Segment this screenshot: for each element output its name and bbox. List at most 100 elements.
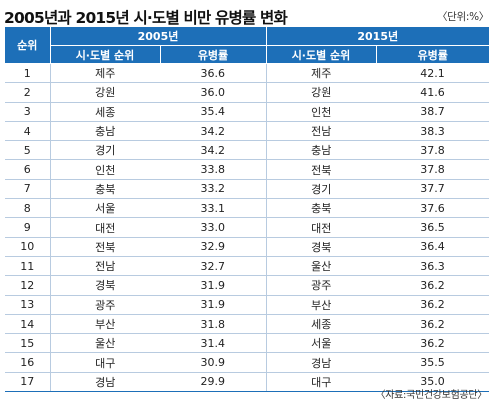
rank-cell: 10 xyxy=(5,237,51,257)
region-2005-cell: 충북 xyxy=(50,179,160,200)
rate-2015-cell: 36.3 xyxy=(376,256,489,277)
region-2005-cell: 대구 xyxy=(50,352,160,373)
region-2015-cell: 충북 xyxy=(266,198,376,219)
rank-cell: 17 xyxy=(5,372,51,393)
rate-2015-cell: 36.5 xyxy=(376,217,489,238)
table-row: 15 울산 31.4 서울 36.2 xyxy=(5,333,489,354)
rate-2005-cell: 36.0 xyxy=(160,82,267,103)
rate-2015-cell: 37.8 xyxy=(376,159,489,180)
table-body: 1 제주 36.6 제주 42.1 2 강원 36.0 강원 41.6 3 세종 35.4 인천 38.7 4… xyxy=(5,63,489,393)
region-2005-cell: 강원 xyxy=(50,82,160,103)
rate-2005-cell: 33.2 xyxy=(160,179,267,200)
region-2015-cell: 광주 xyxy=(266,275,376,296)
rate-2005-cell: 34.2 xyxy=(160,121,267,142)
unit-label: 〈단위:%〉 xyxy=(436,11,489,23)
rank-cell: 7 xyxy=(5,179,51,200)
region-2005-cell: 경남 xyxy=(50,372,160,393)
region-2005-cell: 경북 xyxy=(50,275,160,296)
rate-2005-cell: 31.9 xyxy=(160,275,267,296)
table-row: 14 부산 31.8 세종 36.2 xyxy=(5,314,489,335)
table-row: 6 인천 33.8 전북 37.8 xyxy=(5,159,489,180)
table-row: 10 전북 32.9 경북 36.4 xyxy=(5,237,489,257)
table-row: 1 제주 36.6 제주 42.1 xyxy=(5,63,489,84)
region-2005-cell: 부산 xyxy=(50,314,160,335)
rate-2015-cell: 38.7 xyxy=(376,102,489,122)
rank-cell: 4 xyxy=(5,121,51,142)
region-2015-cell: 부산 xyxy=(266,295,376,315)
rate-2015-cell: 36.2 xyxy=(376,295,489,315)
table-row: 3 세종 35.4 인천 38.7 xyxy=(5,102,489,122)
rate-2005-cell: 33.0 xyxy=(160,217,267,238)
rate-2005-cell: 29.9 xyxy=(160,372,267,393)
rate-2015-cell: 38.3 xyxy=(376,121,489,142)
rank-cell: 14 xyxy=(5,314,51,335)
region-2005-cell: 광주 xyxy=(50,295,160,315)
table-row: 8 서울 33.1 충북 37.6 xyxy=(5,198,489,219)
rank-cell: 9 xyxy=(5,217,51,238)
rank-cell: 11 xyxy=(5,256,51,277)
table-row: 11 전남 32.7 울산 36.3 xyxy=(5,256,489,277)
year-2015-header: 2015년 xyxy=(266,27,489,46)
rate-2005-cell: 30.9 xyxy=(160,352,267,373)
rate-2005-cell: 31.8 xyxy=(160,314,267,335)
page-title: 2005년과 2015년 시·도별 비만 유병률 변화 xyxy=(4,9,288,27)
rate-2005-cell: 31.4 xyxy=(160,333,267,354)
region-2005-cell: 서울 xyxy=(50,198,160,219)
region-2005-cell: 대전 xyxy=(50,217,160,238)
table-row: 12 경북 31.9 광주 36.2 xyxy=(5,275,489,296)
table-row: 16 대구 30.9 경남 35.5 xyxy=(5,352,489,373)
rank-cell: 13 xyxy=(5,295,51,315)
region-2015-cell: 서울 xyxy=(266,333,376,354)
table-row: 4 충남 34.2 전남 38.3 xyxy=(5,121,489,142)
region-2015-cell: 경남 xyxy=(266,352,376,373)
region-2005-cell: 충남 xyxy=(50,121,160,142)
rate-2005-cell: 31.9 xyxy=(160,295,267,315)
region-2015-cell: 제주 xyxy=(266,63,376,84)
region-2015-cell: 대구 xyxy=(266,372,376,393)
rate-2015-cell: 36.2 xyxy=(376,314,489,335)
rate-2015-cell: 36.4 xyxy=(376,237,489,257)
rank-cell: 6 xyxy=(5,159,51,180)
rank-cell: 12 xyxy=(5,275,51,296)
region-2015-cell: 인천 xyxy=(266,102,376,122)
region-2015-cell: 울산 xyxy=(266,256,376,277)
region-2005-header: 시·도별 순위 xyxy=(50,45,161,64)
table-row: 5 경기 34.2 충남 37.8 xyxy=(5,140,489,161)
rate-2015-cell: 37.8 xyxy=(376,140,489,161)
region-2015-cell: 대전 xyxy=(266,217,376,238)
region-2015-cell: 강원 xyxy=(266,82,376,103)
table-row: 13 광주 31.9 부산 36.2 xyxy=(5,295,489,315)
region-2005-cell: 인천 xyxy=(50,159,160,180)
rate-2015-cell: 35.0 xyxy=(376,372,489,393)
rank-cell: 8 xyxy=(5,198,51,219)
rate-2015-cell: 35.5 xyxy=(376,352,489,373)
rate-2015-cell: 37.6 xyxy=(376,198,489,219)
rate-2005-cell: 33.1 xyxy=(160,198,267,219)
rank-cell: 15 xyxy=(5,333,51,354)
region-2015-cell: 경기 xyxy=(266,179,376,200)
region-2015-cell: 세종 xyxy=(266,314,376,335)
region-2005-cell: 울산 xyxy=(50,333,160,354)
rate-2005-cell: 36.6 xyxy=(160,63,267,84)
source-note: 〈자료:국민건강보험공단〉 xyxy=(375,390,488,401)
rate-2015-cell: 36.2 xyxy=(376,275,489,296)
rank-cell: 2 xyxy=(5,82,51,103)
table-row: 2 강원 36.0 강원 41.6 xyxy=(5,82,489,103)
rate-2005-cell: 34.2 xyxy=(160,140,267,161)
rank-cell: 1 xyxy=(5,63,51,84)
rate-2015-cell: 37.7 xyxy=(376,179,489,200)
rate-2015-cell: 41.6 xyxy=(376,82,489,103)
rank-cell: 3 xyxy=(5,102,51,122)
rate-2005-header: 유병률 xyxy=(160,45,267,64)
rank-column-header: 순위 xyxy=(5,27,51,64)
rank-cell: 16 xyxy=(5,352,51,373)
year-2005-header: 2005년 xyxy=(50,27,267,46)
region-2015-cell: 전남 xyxy=(266,121,376,142)
table-row: 17 경남 29.9 대구 35.0 xyxy=(5,372,489,393)
region-2005-cell: 제주 xyxy=(50,63,160,84)
region-2015-cell: 경북 xyxy=(266,237,376,257)
region-2005-cell: 세종 xyxy=(50,102,160,122)
table-row: 9 대전 33.0 대전 36.5 xyxy=(5,217,489,238)
rate-2005-cell: 35.4 xyxy=(160,102,267,122)
